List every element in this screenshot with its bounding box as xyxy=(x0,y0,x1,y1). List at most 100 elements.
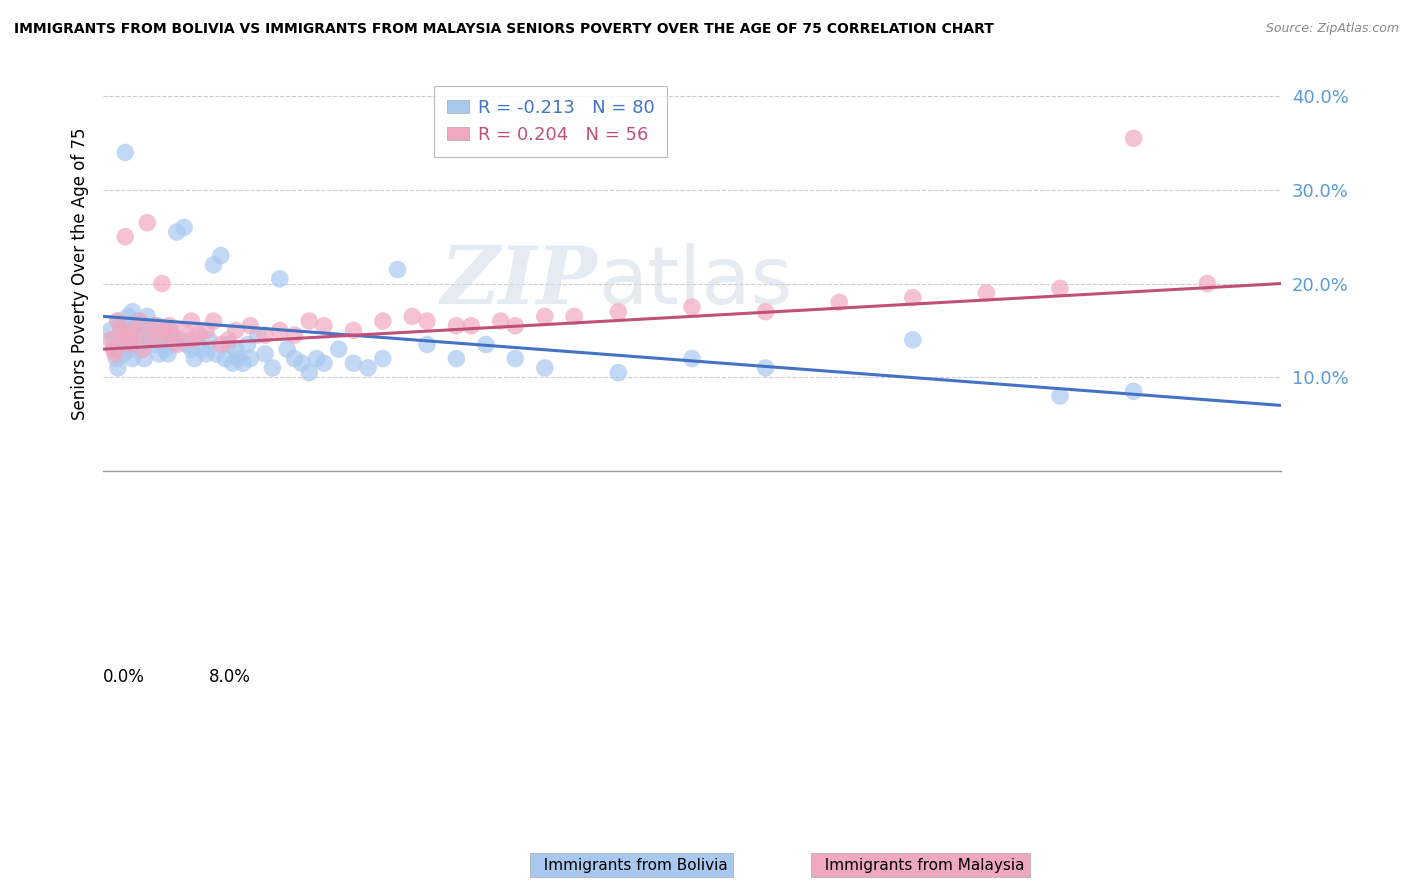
Point xyxy=(202,314,225,328)
Point xyxy=(110,318,132,333)
Point xyxy=(236,337,259,351)
Point xyxy=(681,351,703,366)
Point xyxy=(121,304,143,318)
Point xyxy=(217,337,239,351)
Point xyxy=(141,333,163,347)
Point xyxy=(239,318,262,333)
Point xyxy=(107,314,129,328)
Text: ZIP: ZIP xyxy=(441,244,598,321)
Point xyxy=(1049,389,1071,403)
Point xyxy=(228,351,250,366)
Point xyxy=(148,347,170,361)
Point xyxy=(114,145,136,160)
Point xyxy=(328,342,350,356)
Point xyxy=(387,262,409,277)
Point xyxy=(162,328,184,343)
Text: 0.0%: 0.0% xyxy=(103,668,145,686)
Point xyxy=(148,333,170,347)
Point xyxy=(187,328,209,343)
Point xyxy=(901,333,924,347)
Point xyxy=(1049,281,1071,295)
Point xyxy=(371,314,394,328)
Point xyxy=(305,351,328,366)
Point xyxy=(312,318,335,333)
Point xyxy=(446,351,468,366)
Point xyxy=(143,337,166,351)
Point xyxy=(150,333,173,347)
Point xyxy=(157,318,180,333)
Y-axis label: Seniors Poverty Over the Age of 75: Seniors Poverty Over the Age of 75 xyxy=(72,128,89,420)
Point xyxy=(283,328,305,343)
Point xyxy=(180,342,202,356)
Point xyxy=(202,258,225,272)
Point xyxy=(183,351,205,366)
Point xyxy=(342,323,364,337)
Point xyxy=(173,323,195,337)
Point xyxy=(118,333,141,347)
Point xyxy=(153,323,176,337)
Point xyxy=(139,328,162,343)
Point xyxy=(416,314,439,328)
Point xyxy=(195,323,218,337)
Text: IMMIGRANTS FROM BOLIVIA VS IMMIGRANTS FROM MALAYSIA SENIORS POVERTY OVER THE AGE: IMMIGRANTS FROM BOLIVIA VS IMMIGRANTS FR… xyxy=(14,22,994,37)
Point xyxy=(105,351,128,366)
Point xyxy=(169,333,191,347)
Point xyxy=(173,220,195,235)
Point xyxy=(136,216,159,230)
Point xyxy=(475,337,498,351)
Point xyxy=(117,333,139,347)
Point xyxy=(103,342,125,356)
Point xyxy=(239,351,262,366)
Point xyxy=(1197,277,1219,291)
Point xyxy=(254,347,277,361)
Point xyxy=(262,360,284,375)
Point xyxy=(533,360,555,375)
Point xyxy=(134,351,156,366)
Text: atlas: atlas xyxy=(598,244,792,321)
Point xyxy=(156,347,179,361)
Point xyxy=(146,318,169,333)
Point xyxy=(136,310,159,324)
Point xyxy=(371,351,394,366)
Point xyxy=(1122,384,1144,399)
Point xyxy=(298,314,321,328)
Point xyxy=(607,366,630,380)
Point xyxy=(269,272,291,286)
Point xyxy=(401,310,423,324)
Point xyxy=(217,333,239,347)
Point xyxy=(505,351,527,366)
Point xyxy=(246,328,269,343)
Point xyxy=(150,277,173,291)
Point xyxy=(124,328,146,343)
Point xyxy=(132,342,155,356)
Point xyxy=(755,304,778,318)
Point xyxy=(143,318,166,333)
Point xyxy=(195,347,218,361)
Point xyxy=(460,318,482,333)
Point xyxy=(117,310,139,324)
Point xyxy=(416,337,439,351)
Point xyxy=(124,318,146,333)
Point xyxy=(828,295,851,310)
Point xyxy=(254,328,277,343)
Point xyxy=(276,342,298,356)
Point xyxy=(115,323,138,337)
Point xyxy=(209,337,232,351)
Point xyxy=(214,351,236,366)
Point xyxy=(607,304,630,318)
Point xyxy=(269,323,291,337)
Point xyxy=(107,314,129,328)
Point xyxy=(103,333,125,347)
Point xyxy=(104,347,127,361)
Point xyxy=(225,342,247,356)
Point xyxy=(291,356,314,370)
Point xyxy=(131,337,153,351)
Point xyxy=(162,337,184,351)
Point xyxy=(312,356,335,370)
Point xyxy=(112,347,135,361)
Point xyxy=(129,328,152,343)
Point xyxy=(153,342,176,356)
Point xyxy=(108,328,131,343)
Point xyxy=(110,323,132,337)
Point xyxy=(180,333,202,347)
